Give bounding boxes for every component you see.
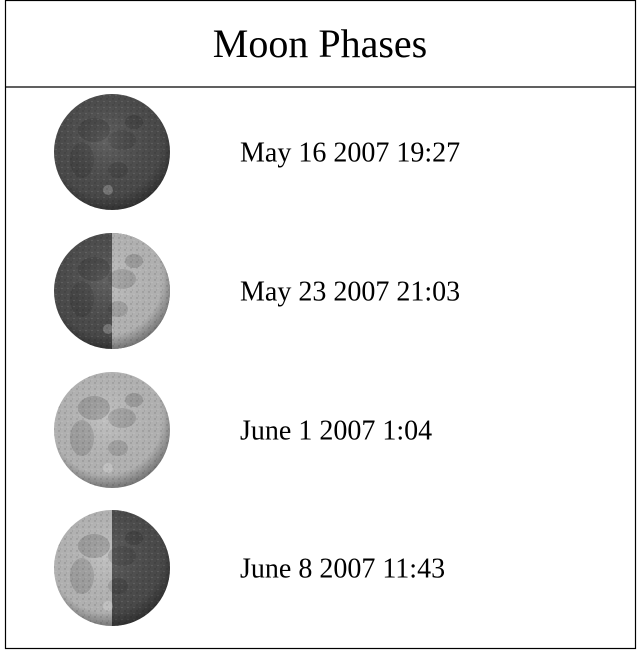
phase-date: June 1 2007 1:04 bbox=[240, 415, 432, 446]
phase-date: May 16 2007 19:27 bbox=[240, 137, 460, 168]
moon-new bbox=[54, 94, 170, 210]
moon-last-quarter bbox=[54, 510, 170, 626]
moon-full bbox=[54, 372, 170, 488]
phase-date: June 8 2007 11:43 bbox=[240, 553, 445, 584]
table-title: Moon Phases bbox=[213, 21, 427, 66]
page: Moon Phases May 16 2007 19:27 May 23 200… bbox=[0, 0, 637, 650]
moon-first-quarter bbox=[54, 233, 170, 349]
phase-date: May 23 2007 21:03 bbox=[240, 276, 460, 307]
moon-phases-table: Moon Phases May 16 2007 19:27 May 23 200… bbox=[0, 0, 637, 650]
